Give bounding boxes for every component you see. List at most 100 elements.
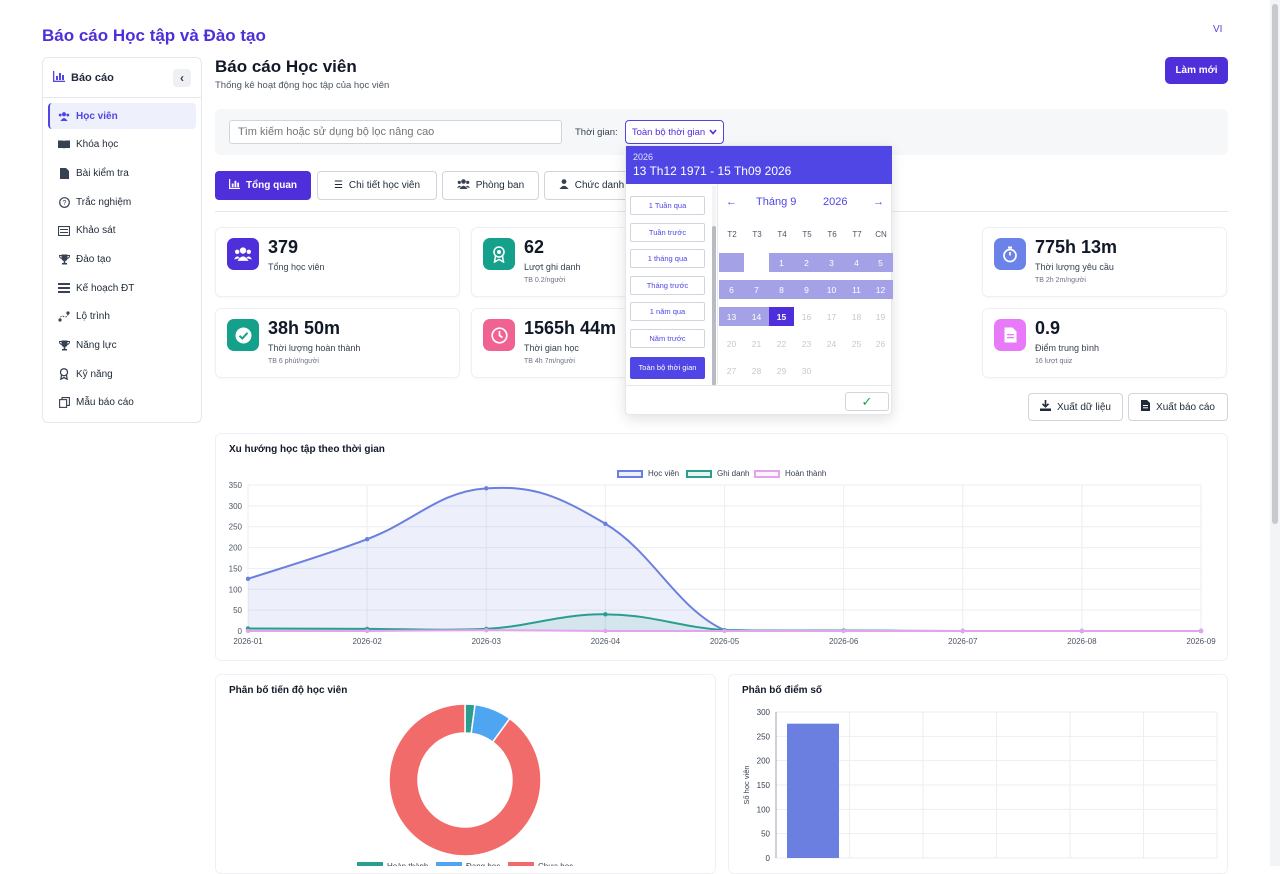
data-point[interactable] [1079,628,1085,634]
data-point[interactable] [841,628,846,634]
legend-item[interactable]: Học viên [617,469,679,478]
data-point[interactable] [603,628,608,634]
calendar-day: 21 [751,338,762,349]
search-input[interactable] [229,120,562,144]
sidebar-item[interactable]: Lộ trình [48,304,196,330]
date-preset-button[interactable]: Tháng trước [630,276,705,295]
data-point[interactable] [960,628,965,634]
date-preset-list: 1 Tuần qua Tuần trước 1 tháng qua Tháng trư… [626,184,712,384]
date-preset-button[interactable]: 1 Tuần qua [630,196,705,215]
app-title: Báo cáo Học tập và Đào tạo [42,26,266,45]
year-select[interactable]: 2026 [823,196,848,208]
data-point[interactable] [364,537,370,542]
button-label: Xuất dữ liệu [1057,401,1111,413]
preset-scrollbar[interactable] [712,186,716,386]
next-month-button[interactable]: → [873,196,884,208]
stat-sub: TB 2h 2m/người [1035,277,1086,284]
calendar-day: 24 [826,338,837,349]
donut-slice[interactable] [388,703,542,857]
sidebar-item[interactable]: Học viên [48,103,196,129]
x-tick-label: 2026-05 [710,637,740,646]
tab-student-details[interactable]: ☰ Chi tiết học viên [317,171,437,200]
confirm-date-button[interactable]: ✓ [845,392,889,411]
calendar-day[interactable]: 13 [719,307,744,326]
sidebar-item[interactable]: Bài kiểm tra [48,160,196,186]
data-point[interactable] [364,628,370,634]
check-icon: ✓ [861,393,873,409]
legend-item[interactable]: Hoàn thành [754,469,826,478]
stat-label: Tổng học viên [268,262,325,272]
data-point[interactable] [722,628,727,634]
prev-month-button[interactable]: ← [726,196,737,208]
page-title: Báo cáo Học viên [215,57,357,76]
y-tick-label: 300 [229,502,243,511]
data-point[interactable] [603,612,608,617]
calendar-day[interactable]: 8 [769,280,794,299]
calendar-day[interactable]: 2 [794,253,819,272]
data-point[interactable] [1198,628,1204,634]
weekday-label: CN [875,230,887,239]
page-scrollbar[interactable] [1270,0,1280,866]
tab-departments[interactable]: Phòng ban [442,171,539,200]
calendar-day[interactable]: 11 [844,280,869,299]
date-preset-button[interactable]: 1 tháng qua [630,249,705,268]
data-point[interactable] [484,627,489,633]
calendar-day[interactable]: 15 [769,307,794,326]
export-data-button[interactable]: Xuất dữ liệu [1028,393,1123,421]
collapse-sidebar-button[interactable]: ‹ [173,68,191,87]
export-report-button[interactable]: Xuất báo cáo [1128,393,1228,421]
calendar-day: 27 [726,365,737,376]
stat-label: Thời lượng hoàn thành [268,343,361,353]
sidebar-item-label: Bài kiểm tra [76,167,129,179]
user-icon [559,179,569,192]
calendar-day[interactable]: 6 [719,280,744,299]
sidebar-item[interactable]: Khảo sát [48,218,196,244]
trend-chart: 0 50 100 150 200 250 300 350 2026-01 2026-02 2026-… [229,481,1217,646]
button-label: Xuất báo cáo [1156,401,1215,413]
stat-value: 1565h 44m [524,318,617,338]
calendar-day[interactable]: 7 [744,280,769,299]
calendar-day[interactable]: 1 [769,253,794,272]
x-tick-label: 2026-01 [233,637,263,646]
legend-item[interactable]: Ghi danh [686,469,749,478]
date-preset-button[interactable]: Toàn bộ thời gian [630,357,705,379]
sidebar-item[interactable]: Khóa học [48,132,196,158]
sidebar-item[interactable]: Mẫu báo cáo [48,390,196,416]
date-preset-button[interactable]: 1 năm qua [630,302,705,321]
date-preset-button[interactable]: Năm trước [630,329,705,348]
y-tick-label: 350 [229,481,243,490]
data-point[interactable] [603,521,608,526]
calendar-day[interactable]: 12 [868,280,893,299]
sidebar-item[interactable]: Đào tạo [48,246,196,272]
calendar-day[interactable]: 3 [819,253,844,272]
sidebar-item[interactable]: Năng lực [48,333,196,359]
stat-sub: TB 6 phút/người [268,358,319,365]
time-filter-select[interactable]: Toàn bộ thời gian [625,120,724,144]
data-point[interactable] [245,628,251,634]
sidebar-item[interactable]: Kế hoạch ĐT [48,275,196,301]
language-switcher[interactable]: VI [1213,24,1223,35]
date-preset-button[interactable]: Tuần trước [630,223,705,242]
calendar-day[interactable]: 14 [744,307,769,326]
weekday-label: T6 [827,230,837,239]
refresh-button[interactable]: Làm mới [1165,57,1228,84]
calendar-day[interactable]: 10 [819,280,844,299]
date-range-picker: 2026 13 Th12 1971 - 15 Th09 2026 1 Tuần … [625,145,893,415]
calendar-day: 23 [801,338,812,349]
data-point[interactable] [245,576,251,582]
month-select[interactable]: Tháng 9 [756,196,797,208]
calendar-day[interactable]: 5 [868,253,893,272]
stat-sub: 16 lượt quiz [1035,358,1073,365]
bar[interactable] [787,723,839,858]
calendar-day[interactable]: 4 [844,253,869,272]
scrollbar-thumb[interactable] [1272,4,1278,524]
date-picker-footer-divider [626,385,892,386]
x-tick-label: 2026-09 [1186,637,1216,646]
sidebar-item[interactable]: ? Trắc nghiệm [48,189,196,215]
data-point[interactable] [484,486,489,491]
tab-overview[interactable]: Tổng quan [215,171,311,200]
date-picker-year: 2026 [633,152,654,162]
sidebar-item[interactable]: Kỹ năng [48,361,196,387]
calendar-day[interactable]: 9 [794,280,819,299]
preset-scrollbar-thumb[interactable] [712,226,716,386]
